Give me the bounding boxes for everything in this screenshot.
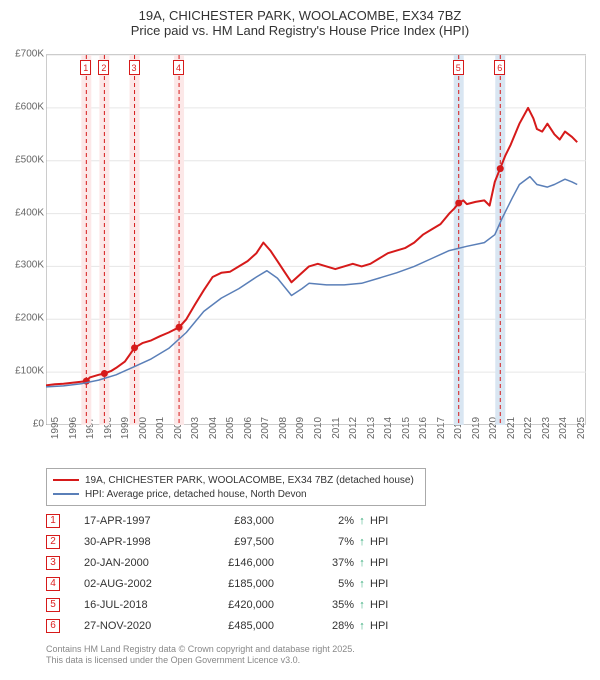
- transaction-row: 1 17-APR-1997£83,0002%↑HPI: [46, 510, 410, 531]
- transaction-number: 5: [46, 598, 60, 612]
- arrow-up-icon: ↑: [354, 578, 370, 590]
- transaction-hpi-label: HPI: [370, 536, 410, 548]
- transaction-pct: 2%: [304, 515, 354, 527]
- sale-marker-flag: 4: [173, 60, 184, 75]
- plot-svg: [46, 55, 586, 425]
- transaction-date: 16-JUL-2018: [84, 599, 214, 611]
- ytick-label: £700K: [15, 49, 44, 60]
- sale-marker-flag: 3: [129, 60, 140, 75]
- footer-attribution: Contains HM Land Registry data © Crown c…: [46, 644, 355, 667]
- title-address: 19A, CHICHESTER PARK, WOOLACOMBE, EX34 7…: [10, 8, 590, 23]
- transactions-table: 117-APR-1997£83,0002%↑HPI230-APR-1998£97…: [46, 510, 410, 636]
- transaction-number: 4: [46, 577, 60, 591]
- transaction-date: 27-NOV-2020: [84, 620, 214, 632]
- plot-area: [46, 54, 586, 424]
- ytick-label: £100K: [15, 366, 44, 377]
- transaction-row: 6 27-NOV-2020£485,00028%↑HPI: [46, 615, 410, 636]
- legend-row: 19A, CHICHESTER PARK, WOOLACOMBE, EX34 7…: [53, 473, 419, 487]
- arrow-up-icon: ↑: [354, 515, 370, 527]
- transaction-number: 3: [46, 556, 60, 570]
- transaction-date: 30-APR-1998: [84, 536, 214, 548]
- transaction-date: 17-APR-1997: [84, 515, 214, 527]
- transaction-row: 3 20-JAN-2000£146,00037%↑HPI: [46, 552, 410, 573]
- arrow-up-icon: ↑: [354, 620, 370, 632]
- arrow-up-icon: ↑: [354, 599, 370, 611]
- transaction-pct: 7%: [304, 536, 354, 548]
- transaction-pct: 35%: [304, 599, 354, 611]
- legend-label: 19A, CHICHESTER PARK, WOOLACOMBE, EX34 7…: [85, 475, 414, 486]
- sale-marker-flag: 2: [98, 60, 109, 75]
- ytick-label: £400K: [15, 207, 44, 218]
- footer-line1: Contains HM Land Registry data © Crown c…: [46, 644, 355, 655]
- transaction-price: £420,000: [214, 599, 304, 611]
- transaction-number: 6: [46, 619, 60, 633]
- transaction-number: 2: [46, 535, 60, 549]
- ytick-label: £300K: [15, 260, 44, 271]
- transaction-hpi-label: HPI: [370, 515, 410, 527]
- title-block: 19A, CHICHESTER PARK, WOOLACOMBE, EX34 7…: [0, 0, 600, 40]
- footer-line2: This data is licensed under the Open Gov…: [46, 655, 355, 666]
- transaction-price: £97,500: [214, 536, 304, 548]
- ytick-label: £200K: [15, 313, 44, 324]
- sale-marker-flag: 6: [494, 60, 505, 75]
- transaction-price: £485,000: [214, 620, 304, 632]
- transaction-date: 02-AUG-2002: [84, 578, 214, 590]
- title-subtitle: Price paid vs. HM Land Registry's House …: [10, 23, 590, 38]
- transaction-price: £146,000: [214, 557, 304, 569]
- ytick-label: £600K: [15, 101, 44, 112]
- transaction-hpi-label: HPI: [370, 599, 410, 611]
- legend: 19A, CHICHESTER PARK, WOOLACOMBE, EX34 7…: [46, 468, 426, 506]
- transaction-price: £185,000: [214, 578, 304, 590]
- transaction-price: £83,000: [214, 515, 304, 527]
- transaction-hpi-label: HPI: [370, 620, 410, 632]
- transaction-row: 2 30-APR-1998£97,5007%↑HPI: [46, 531, 410, 552]
- transaction-pct: 37%: [304, 557, 354, 569]
- legend-swatch: [53, 493, 79, 495]
- sale-marker-flag: 1: [80, 60, 91, 75]
- transaction-pct: 28%: [304, 620, 354, 632]
- transaction-number: 1: [46, 514, 60, 528]
- transaction-row: 5 16-JUL-2018£420,00035%↑HPI: [46, 594, 410, 615]
- legend-swatch: [53, 479, 79, 481]
- sale-marker-flag: 5: [453, 60, 464, 75]
- arrow-up-icon: ↑: [354, 557, 370, 569]
- transaction-hpi-label: HPI: [370, 557, 410, 569]
- arrow-up-icon: ↑: [354, 536, 370, 548]
- transaction-row: 4 02-AUG-2002£185,0005%↑HPI: [46, 573, 410, 594]
- chart-container: 19A, CHICHESTER PARK, WOOLACOMBE, EX34 7…: [0, 0, 600, 680]
- legend-label: HPI: Average price, detached house, Nort…: [85, 489, 307, 500]
- transaction-hpi-label: HPI: [370, 578, 410, 590]
- legend-row: HPI: Average price, detached house, Nort…: [53, 487, 419, 501]
- ytick-label: £500K: [15, 154, 44, 165]
- transaction-date: 20-JAN-2000: [84, 557, 214, 569]
- transaction-pct: 5%: [304, 578, 354, 590]
- ytick-label: £0: [33, 419, 44, 430]
